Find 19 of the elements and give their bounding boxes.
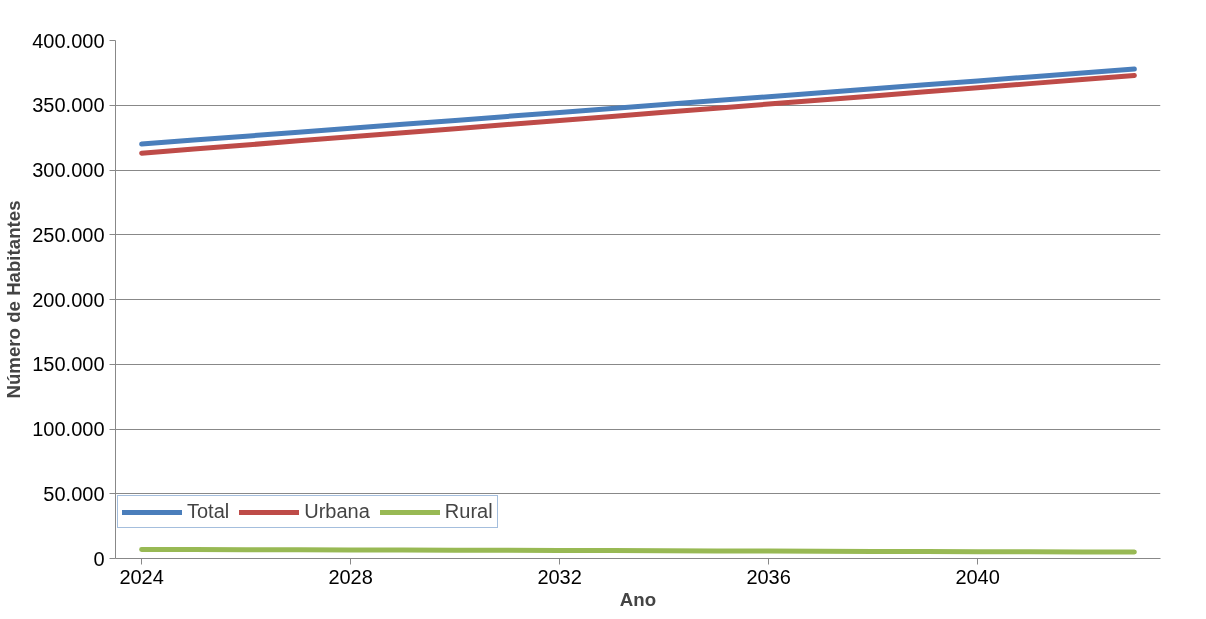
y-tick-label: 0 [93, 547, 105, 570]
y-tick-label: 150.000 [32, 353, 105, 376]
y-tick-label: 50.000 [43, 482, 105, 505]
x-tick-label: 2028 [328, 565, 373, 588]
legend-label: Urbana [304, 500, 370, 523]
y-tick-label: 250.000 [32, 223, 105, 246]
y-axis-title: Número de Habitantes [3, 200, 25, 399]
x-tick-label: 2032 [537, 565, 582, 588]
x-tick-label: 2024 [119, 565, 164, 588]
legend-label: Rural [444, 500, 493, 523]
x-tick-label: 2040 [955, 565, 1000, 588]
y-tick-label: 300.000 [32, 159, 105, 181]
y-tick-label: 100.000 [32, 418, 105, 440]
x-axis-title: Ano [619, 588, 657, 610]
legend-label: Total [187, 500, 230, 523]
x-tick-label: 2036 [746, 565, 791, 588]
y-tick-label: 200.000 [32, 288, 105, 311]
y-tick-label: 400.000 [32, 29, 105, 52]
y-tick-label: 350.000 [32, 94, 105, 117]
